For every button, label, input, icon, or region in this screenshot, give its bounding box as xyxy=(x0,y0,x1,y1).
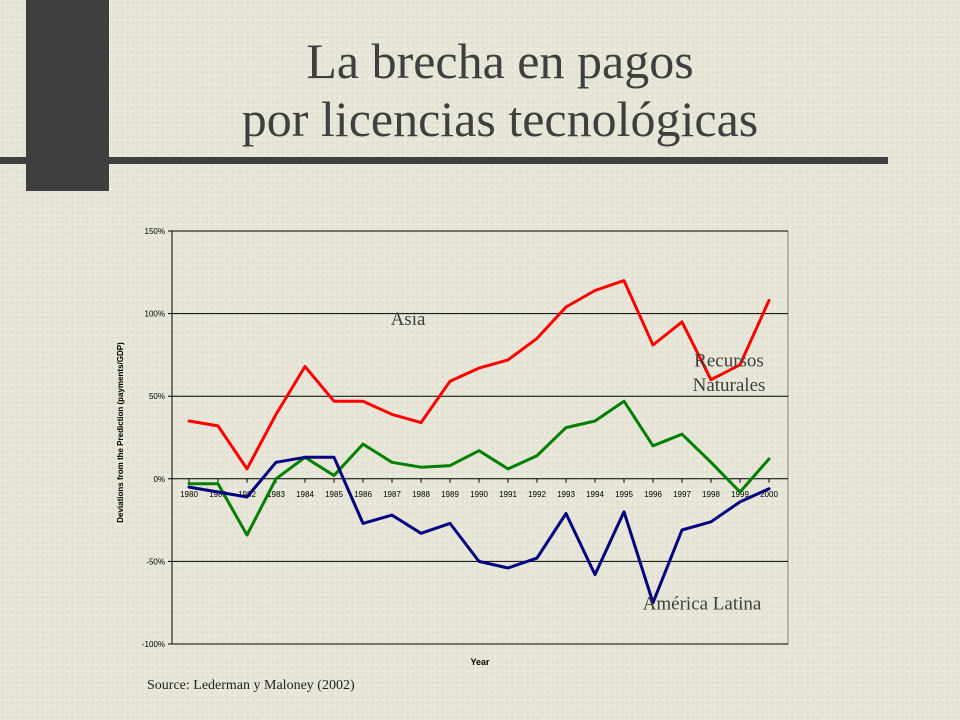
x-tick-label: 1988 xyxy=(412,490,430,499)
annotation-am-rica-latina: América Latina xyxy=(643,593,762,614)
series-line-asia xyxy=(187,279,771,471)
slide-title: La brecha en pagos por licencias tecnoló… xyxy=(110,32,890,148)
x-tick-label: 1987 xyxy=(383,490,401,499)
y-tick-label: -50% xyxy=(146,557,165,566)
x-tick-label: 1981 xyxy=(209,490,227,499)
y-axis-title: Deviations from the Prediction (payments… xyxy=(116,342,125,523)
x-tick-label: 1983 xyxy=(267,490,285,499)
x-tick-label: 1980 xyxy=(180,490,198,499)
y-tick-label: 0% xyxy=(153,475,165,484)
series-line-am-rica-latina xyxy=(187,455,771,605)
slide-title-line-2: por licencias tecnológicas xyxy=(241,91,759,147)
x-tick-label: 1989 xyxy=(441,490,459,499)
x-tick-label: 1994 xyxy=(586,490,604,499)
x-tick-label: 1995 xyxy=(615,490,633,499)
y-tick-label: 100% xyxy=(145,310,165,319)
slide-title-line-1: La brecha en pagos xyxy=(306,33,694,89)
x-tick-label: 1992 xyxy=(528,490,546,499)
x-tick-label: 1986 xyxy=(354,490,372,499)
x-tick-label: 1999 xyxy=(731,490,749,499)
x-tick-label: 1996 xyxy=(644,490,662,499)
series-line-recursos-naturales xyxy=(187,399,771,537)
x-tick-label: 1985 xyxy=(325,490,343,499)
source-note: Source: Lederman y Maloney (2002) xyxy=(147,678,355,693)
x-axis-title: Year xyxy=(470,657,490,667)
x-tick-label: 1984 xyxy=(296,490,314,499)
x-tick-label: 2000 xyxy=(760,490,778,499)
x-tick-label: 1998 xyxy=(702,490,720,499)
annotation-recursos: Recursos xyxy=(694,350,764,371)
decorative-rule xyxy=(0,157,888,164)
y-tick-label: 50% xyxy=(149,392,165,401)
annotation-asia: Asia xyxy=(391,309,426,330)
x-tick-label: 1982 xyxy=(238,490,256,499)
annotation-naturales: Naturales xyxy=(693,375,766,396)
y-tick-label: 150% xyxy=(145,227,165,236)
x-tick-label: 1993 xyxy=(557,490,575,499)
x-tick-label: 1990 xyxy=(470,490,488,499)
x-tick-label: 1991 xyxy=(499,490,517,499)
x-tick-label: 1997 xyxy=(673,490,691,499)
y-tick-label: -100% xyxy=(142,640,165,649)
